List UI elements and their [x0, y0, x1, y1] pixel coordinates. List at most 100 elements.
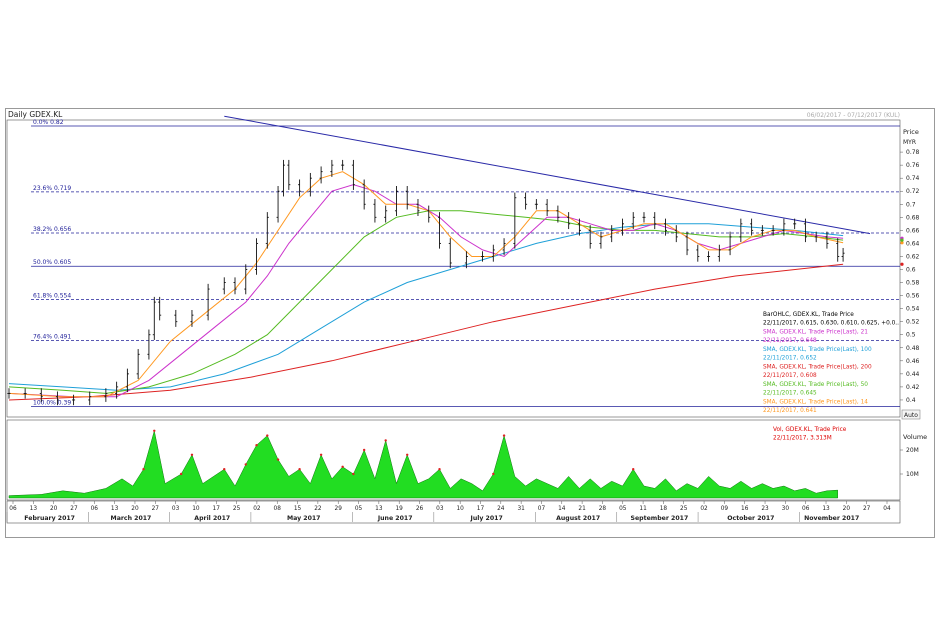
last-value-marker	[900, 241, 904, 245]
time-tick-label: 22	[314, 506, 322, 512]
time-tick-label: 21	[578, 506, 586, 512]
month-label: September 2017	[631, 515, 689, 522]
volume-tick-label: 10M	[906, 471, 919, 478]
fib-level-label: 23.6% 0.719	[33, 185, 71, 192]
price-tick-label: 0.52	[906, 319, 920, 326]
price-panel	[6, 119, 901, 418]
volume-peak-marker	[319, 453, 323, 456]
legend-entry-value: 22/11/2017, 0.641	[763, 408, 817, 414]
time-tick-label: 29	[335, 506, 343, 512]
month-label: July 2017	[470, 515, 503, 522]
time-tick-label: 13	[375, 506, 383, 512]
time-tick-label: 16	[741, 506, 749, 512]
volume-peak-marker	[223, 468, 226, 471]
fib-level-label: 100.0% 0.39	[33, 399, 71, 406]
price-tick-label: 0.76	[906, 162, 920, 169]
legend-entry-value: 22/11/2017, 0.615, 0.630, 0.610, 0.625, …	[763, 321, 899, 327]
price-tick-label: 0.48	[906, 345, 920, 352]
auto-scale-button[interactable]	[901, 409, 921, 420]
last-value-marker	[900, 262, 904, 266]
month-label: June 2017	[377, 515, 413, 522]
month-label: October 2017	[727, 515, 774, 522]
time-tick-label: 07	[538, 506, 546, 512]
time-tick-label: 27	[863, 506, 871, 512]
volume-series	[8, 429, 838, 499]
legend-entry-title: SMA, GDEX.KL, Trade Price(Last), 50	[763, 382, 868, 388]
fib-level-label: 76.4% 0.491	[33, 334, 71, 341]
month-label: November 2017	[804, 515, 859, 522]
time-tick-label: 25	[680, 506, 688, 512]
price-tick-label: 0.68	[906, 214, 920, 221]
time-tick-label: 06	[9, 506, 17, 512]
legend-entry-value: 22/11/2017, 0.608	[763, 373, 817, 379]
time-tick-label: 09	[721, 506, 729, 512]
price-tick-label: 0.7	[906, 201, 916, 208]
price-tick-label: 0.42	[906, 384, 920, 391]
price-tick-label: 0.56	[906, 293, 920, 300]
price-tick-label: 0.72	[906, 188, 920, 195]
volume-peak-marker	[153, 429, 156, 432]
time-tick-label: 14	[558, 506, 566, 512]
time-tick-label: 06	[802, 506, 810, 512]
fib-level-label: 61.8% 0.554	[33, 293, 71, 300]
fib-level-label: 0.0% 0.82	[33, 119, 64, 126]
price-axis-label: Price	[903, 128, 919, 136]
legend-entry-title: BarOHLC, GDEX.KL, Trade Price	[763, 312, 854, 318]
time-tick-label: 13	[30, 506, 38, 512]
sma-21-line	[8, 184, 844, 398]
time-tick-label: 26	[416, 506, 424, 512]
volume-peak-marker	[362, 448, 366, 452]
time-tick-label: 13	[111, 506, 119, 512]
time-tick-label: 02	[700, 506, 708, 512]
month-label: April 2017	[194, 515, 230, 522]
volume-peak-marker	[406, 453, 409, 456]
volume-peak-marker	[298, 468, 301, 471]
sma-50-line	[8, 210, 844, 394]
time-tick-label: 20	[843, 506, 851, 512]
time-tick-label: 02	[253, 506, 261, 512]
time-tick-label: 13	[822, 506, 830, 512]
month-label: March 2017	[111, 515, 152, 522]
price-tick-label: 0.64	[906, 240, 920, 247]
time-tick-label: 23	[761, 506, 769, 512]
time-tick-label: 10	[192, 506, 200, 512]
volume-peak-marker	[266, 434, 269, 437]
volume-peak-marker	[438, 468, 441, 471]
time-tick-label: 24	[497, 506, 505, 512]
time-tick-label: 05	[619, 506, 627, 512]
legend-entry-title: SMA, GDEX.KL, Trade Price(Last), 21	[763, 330, 868, 336]
auto-scale-label: Auto	[904, 412, 918, 419]
sma-200-line	[8, 263, 844, 401]
price-tick-label: 0.54	[906, 306, 920, 313]
time-tick-label: 10	[456, 506, 464, 512]
volume-peak-marker	[632, 468, 635, 471]
price-tick-label: 0.44	[906, 371, 920, 378]
volume-peak-marker	[384, 439, 387, 442]
volume-peak-marker	[341, 465, 344, 468]
price-tick-label: 0.78	[906, 149, 920, 156]
month-label: August 2017	[556, 515, 600, 522]
volume-panel	[6, 419, 901, 501]
chart-legend: BarOHLC, GDEX.KL, Trade Price 22/11/2017,…	[763, 312, 899, 414]
time-tick-label: 31	[517, 506, 525, 512]
legend-entry-title: SMA, GDEX.KL, Trade Price(Last), 14	[763, 400, 868, 406]
price-tick-label: 0.4	[906, 397, 916, 404]
trendline-down	[224, 115, 871, 235]
time-tick-label: 04	[883, 506, 891, 512]
volume-peak-marker	[255, 444, 258, 447]
legend-entry-value: 22/11/2017, 0.648	[763, 338, 817, 344]
month-label: May 2017	[287, 515, 321, 522]
price-tick-label: 0.66	[906, 227, 920, 234]
price-grid: 0.0% 0.82 23.6% 0.719 38.2% 0.656 50.0% 0.6…	[31, 119, 900, 407]
price-axis-unit: MYR	[903, 139, 916, 146]
time-tick-label: 17	[477, 506, 485, 512]
price-tick-label: 0.62	[906, 253, 920, 260]
volume-peak-marker	[244, 463, 247, 466]
volume-axis: 20M 10M	[900, 447, 919, 478]
time-tick-label: 19	[395, 506, 403, 512]
chart-title: Daily GDEX.KL	[8, 110, 63, 119]
volume-peak-marker	[180, 472, 183, 476]
stock-chart: Daily GDEX.KL 06/02/2017 - 07/12/2017 (K…	[5, 108, 935, 538]
price-series	[7, 115, 871, 406]
sma-100-line	[8, 223, 844, 391]
